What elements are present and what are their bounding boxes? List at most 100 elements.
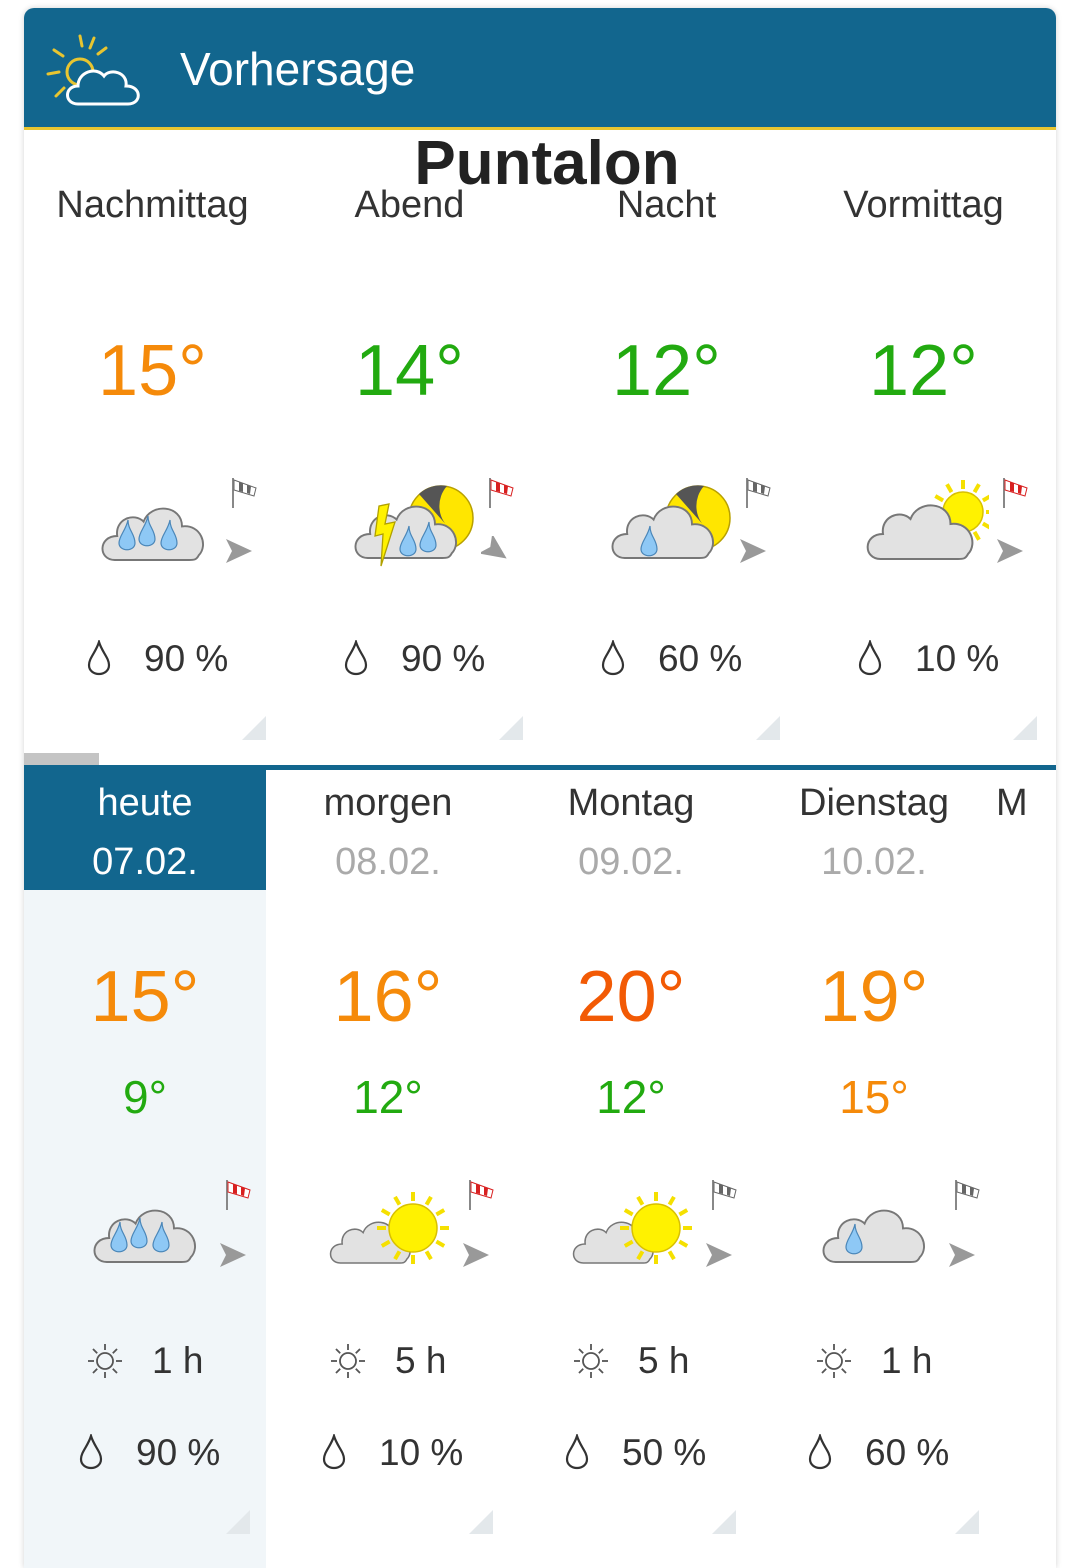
day-column[interactable]: 19° 15° 1 h 60 % <box>753 890 995 1568</box>
rain-probability: 90 % <box>136 1432 221 1473</box>
sunshine-icon <box>331 1344 365 1378</box>
weather-sun-cloud-icon <box>572 1192 692 1264</box>
period-label: Nacht <box>616 184 717 226</box>
day-name: morgen <box>323 782 453 824</box>
max-temperature: 19° <box>819 957 929 1037</box>
max-temperature: 15° <box>90 957 200 1037</box>
rain-drop-icon <box>601 638 625 676</box>
day-name: M <box>996 782 1028 824</box>
sunshine-icon <box>88 1344 122 1378</box>
rain-drop-icon <box>87 638 111 676</box>
rain-drop-icon <box>344 638 368 676</box>
rain-probability: 90 % <box>144 638 229 679</box>
period-temperature: 12° <box>612 331 721 411</box>
min-temperature: 9° <box>123 1071 167 1123</box>
day-column[interactable]: 15° 9° 1 h 90 % <box>24 890 266 1568</box>
wind-direction-right-icon <box>220 1243 246 1267</box>
scrollbar[interactable] <box>24 753 99 765</box>
weather-sun-cloud-icon <box>329 1192 449 1264</box>
rain-drop-icon <box>565 1432 589 1470</box>
day-tab[interactable]: heute 07.02. <box>24 770 266 890</box>
min-temperature: 15° <box>839 1071 909 1123</box>
expand-corner-icon[interactable] <box>712 1510 736 1534</box>
weather-cloud-sun-icon <box>866 480 995 560</box>
windsock-icon <box>232 478 257 508</box>
header-bar: Vorhersage <box>24 8 1056 130</box>
wind-direction-right-icon <box>740 539 766 563</box>
rain-probability: 60 % <box>865 1432 950 1473</box>
weather-rain-heavy-icon <box>101 507 204 561</box>
period-label: Nachmittag <box>56 184 249 226</box>
day-tab[interactable]: Dienstag 10.02. <box>753 770 995 890</box>
period-column[interactable]: Vormittag 12° 10 % <box>795 8 1052 748</box>
day-column[interactable]: 20° 12° 5 h 50 % <box>510 890 752 1568</box>
day-name: Dienstag <box>799 782 949 824</box>
expand-corner-icon[interactable] <box>499 716 523 740</box>
sunshine-hours: 1 h <box>881 1340 933 1381</box>
day-tab[interactable]: morgen 08.02. <box>267 770 509 890</box>
wind-direction-right-icon <box>949 1243 975 1267</box>
windsock-icon <box>489 478 514 508</box>
windsock-icon <box>712 1180 737 1210</box>
day-date: 09.02. <box>578 841 684 883</box>
windsock-icon <box>226 1180 251 1210</box>
weather-rain-light-icon <box>822 1209 925 1263</box>
period-label: Vormittag <box>843 184 1004 226</box>
windsock-icon <box>469 1180 494 1210</box>
location-title: Puntalon <box>414 129 680 198</box>
rain-drop-icon <box>858 638 882 676</box>
weather-thunder-rain-moon-icon <box>354 485 474 567</box>
expand-corner-icon[interactable] <box>955 1510 979 1534</box>
windsock-icon <box>746 478 771 508</box>
max-temperature: 20° <box>576 957 686 1037</box>
wind-direction-right-icon <box>997 539 1023 563</box>
header-title: Vorhersage <box>180 43 416 95</box>
period-label: Abend <box>354 184 465 226</box>
windsock-icon <box>1003 478 1028 508</box>
day-tab[interactable]: M <box>996 770 1056 890</box>
windsock-icon <box>955 1180 980 1210</box>
period-column[interactable]: Nacht 12° 60 % <box>538 8 795 748</box>
min-temperature: 12° <box>353 1071 423 1123</box>
expand-corner-icon[interactable] <box>1013 716 1037 740</box>
day-name: Montag <box>567 782 695 824</box>
max-temperature: 16° <box>333 957 443 1037</box>
period-temperature: 15° <box>98 331 207 411</box>
sunshine-hours: 1 h <box>152 1340 204 1381</box>
rain-probability: 10 % <box>379 1432 464 1473</box>
expand-corner-icon[interactable] <box>226 1510 250 1534</box>
day-column[interactable]: 16° 12° 5 h 10 % <box>267 890 509 1568</box>
period-temperature: 12° <box>869 331 978 411</box>
day-tab[interactable]: Montag 09.02. <box>510 770 752 890</box>
rain-probability: 50 % <box>622 1432 707 1473</box>
weather-rain-moon-icon <box>611 485 731 559</box>
min-temperature: 12° <box>596 1071 666 1123</box>
sun-cloud-icon <box>46 34 140 106</box>
rain-drop-icon <box>322 1432 346 1470</box>
wind-direction-down-right-icon <box>478 533 507 559</box>
rain-drop-icon <box>808 1432 832 1470</box>
weather-rain-heavy-icon <box>93 1209 196 1263</box>
period-column[interactable]: Abend 14° 90 % <box>281 8 538 748</box>
rain-probability: 90 % <box>401 638 486 679</box>
day-date: 08.02. <box>335 841 441 883</box>
day-date: 07.02. <box>92 841 198 883</box>
day-date: 10.02. <box>821 841 927 883</box>
wind-direction-right-icon <box>226 539 252 563</box>
divider <box>24 765 1056 770</box>
period-temperature: 14° <box>355 331 464 411</box>
rain-probability: 10 % <box>915 638 1000 679</box>
rain-probability: 60 % <box>658 638 743 679</box>
expand-corner-icon[interactable] <box>756 716 780 740</box>
period-column[interactable]: Nachmittag 15° 90 % <box>24 8 281 748</box>
expand-corner-icon[interactable] <box>469 1510 493 1534</box>
day-name: heute <box>97 782 193 824</box>
expand-corner-icon[interactable] <box>242 716 266 740</box>
wind-direction-right-icon <box>463 1243 489 1267</box>
sunshine-hours: 5 h <box>395 1340 447 1381</box>
forecast-card: Vorhersage Puntalon Nachmittag 15° 90 % … <box>24 8 1056 1568</box>
sunshine-icon <box>817 1344 851 1378</box>
sunshine-icon <box>574 1344 608 1378</box>
sunshine-hours: 5 h <box>638 1340 690 1381</box>
rain-drop-icon <box>79 1432 103 1470</box>
